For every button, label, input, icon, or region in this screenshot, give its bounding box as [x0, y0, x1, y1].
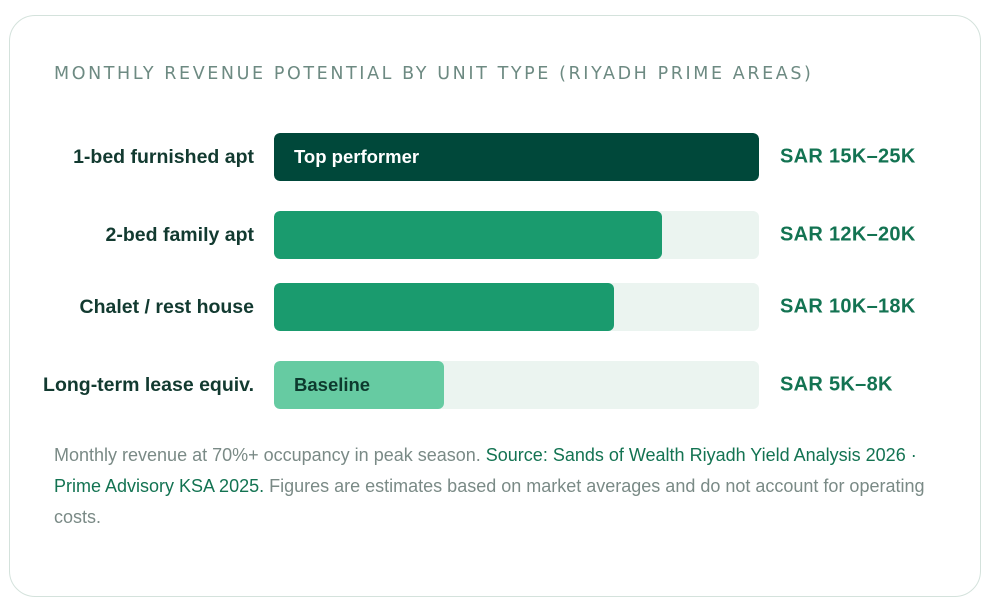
bar-row: 1-bed furnished apt Top performer SAR 15K–…	[10, 133, 982, 181]
value-label: SAR 12K–20K	[780, 223, 916, 246]
footnote-source: Source: Sands of Wealth Riyadh Yield Ana…	[54, 445, 917, 496]
bar-track: Baseline	[274, 361, 759, 409]
bar: Baseline	[274, 361, 444, 409]
chart-footnote: Monthly revenue at 70%+ occupancy in pea…	[54, 440, 954, 533]
bar	[274, 211, 662, 259]
footnote-disclaimer: Figures are estimates based on market av…	[54, 476, 925, 527]
category-label: 2-bed family apt	[105, 224, 254, 246]
bar-track	[274, 211, 759, 259]
bar	[274, 283, 614, 331]
bar-row: Long-term lease equiv. Baseline SAR 5K–8K	[10, 361, 982, 409]
bar-track: Top performer	[274, 133, 759, 181]
footnote-text: Monthly revenue at 70%+ occupancy in pea…	[54, 445, 486, 465]
bar-label: Top performer	[294, 146, 420, 167]
chart-title: MONTHLY REVENUE POTENTIAL BY UNIT TYPE (…	[54, 64, 814, 84]
bar: Top performer	[274, 133, 759, 181]
value-label: SAR 10K–18K	[780, 295, 916, 318]
category-label: Long-term lease equiv.	[43, 374, 254, 396]
chart-card: MONTHLY REVENUE POTENTIAL BY UNIT TYPE (…	[9, 15, 981, 597]
value-label: SAR 5K–8K	[780, 373, 893, 396]
category-label: 1-bed furnished apt	[73, 146, 254, 168]
bar-row: Chalet / rest house SAR 10K–18K	[10, 283, 982, 331]
bar-track	[274, 283, 759, 331]
value-label: SAR 15K–25K	[780, 145, 916, 168]
bar-row: 2-bed family apt SAR 12K–20K	[10, 211, 982, 259]
bar-label: Baseline	[294, 374, 371, 395]
category-label: Chalet / rest house	[79, 296, 254, 318]
